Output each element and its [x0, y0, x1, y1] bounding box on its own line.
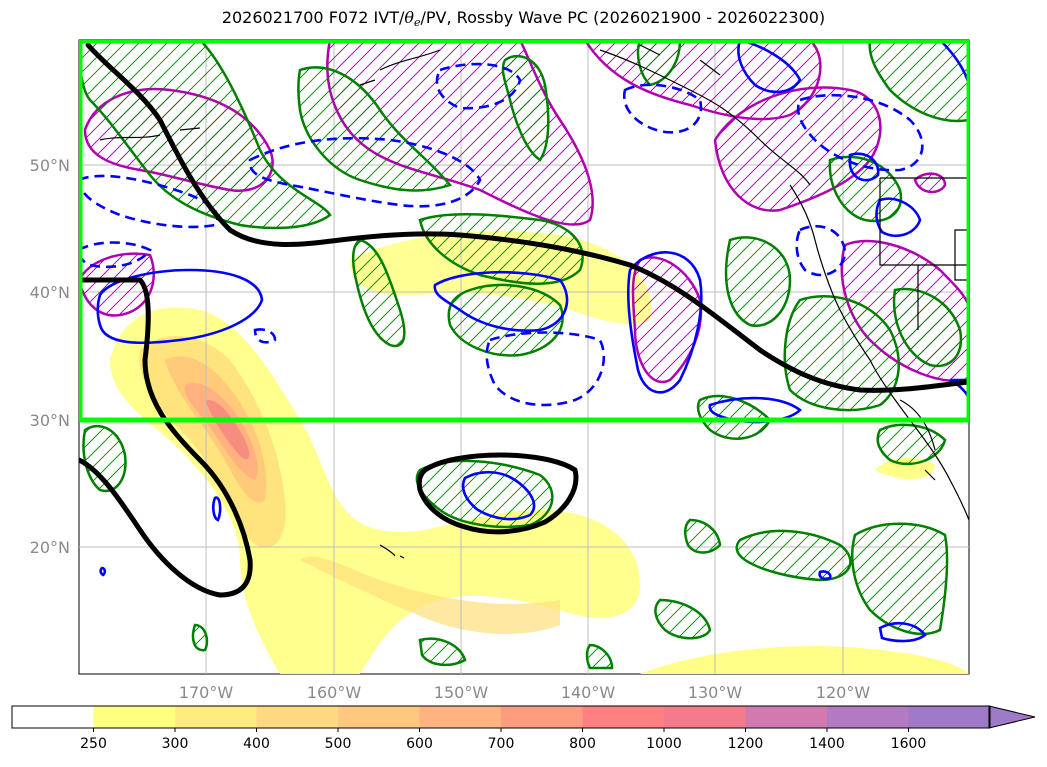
colorbar-segment: [501, 706, 583, 728]
colorbar-tick-label: 500: [325, 736, 352, 752]
ivt-level-5: [205, 399, 250, 460]
colorbar-tick-label: 600: [406, 736, 433, 752]
theta-e-dashed-contours: [79, 62, 924, 407]
colorbar-segment: [745, 706, 828, 728]
colorbar-tick-label: 1400: [809, 736, 845, 752]
colorbar-segment: [827, 706, 909, 728]
colorbar-segment: [175, 706, 257, 728]
lat-label-40n: 40°N: [30, 283, 70, 302]
ivt-colorbar: 250 300 400 500 600 700 800 1000 1200 1400 1600: [11, 705, 1036, 752]
colorbar-tick-label: 300: [162, 736, 189, 752]
colorbar-tick-label: 400: [243, 736, 270, 752]
map-content: [79, 40, 969, 674]
colorbar-segment: [338, 706, 420, 728]
lon-label-120w: 120°W: [816, 683, 871, 702]
pv-contours: [79, 42, 969, 598]
lat-axis-labels: 50°N 40°N 30°N 20°N: [30, 156, 70, 557]
lon-label-140w: 140°W: [561, 683, 616, 702]
colorbar-segment: [12, 706, 94, 728]
colorbar-segment: [582, 706, 665, 728]
colorbar-tick-label: 1000: [646, 736, 682, 752]
colorbar-tick-label: 1600: [891, 736, 927, 752]
colorbar-segment: [908, 706, 991, 728]
ivt-level-4: [184, 383, 258, 480]
colorbar-tick-label: 1200: [728, 736, 764, 752]
colorbar-segment: [93, 706, 176, 728]
lat-label-30n: 30°N: [30, 411, 70, 430]
green-hatched-regions: [79, 40, 969, 670]
colorbar-segment: [664, 706, 746, 728]
colorbar-tick-label: 700: [488, 736, 515, 752]
title-suffix: /PV, Rossby Wave PC (2026021900 - 202602…: [420, 8, 826, 27]
colorbar-tick-label: 800: [569, 736, 596, 752]
lon-axis-labels: 170°W 160°W 150°W 140°W 130°W 120°W: [179, 683, 871, 702]
lon-label-170w: 170°W: [179, 683, 234, 702]
rossby-wave-box: [79, 40, 969, 423]
lon-label-150w: 150°W: [434, 683, 489, 702]
title-prefix: 2026021700 F072 IVT/: [221, 8, 405, 27]
lon-label-130w: 130°W: [688, 683, 743, 702]
map-title: 2026021700 F072 IVT/θe/PV, Rossby Wave P…: [0, 8, 1047, 29]
colorbar-tick-label: 250: [80, 736, 107, 752]
lat-label-20n: 20°N: [30, 538, 70, 557]
lon-label-160w: 160°W: [307, 683, 362, 702]
colorbar-extend-arrow: [988, 705, 1036, 729]
colorbar-segment: [256, 706, 339, 728]
lat-label-50n: 50°N: [30, 156, 70, 175]
ivt-area-south: [640, 646, 969, 674]
ivt-area-lower: [300, 556, 560, 635]
title-theta: θ: [404, 8, 414, 27]
map-panel: [78, 39, 970, 675]
colorbar-segment: [419, 706, 502, 728]
title-subscript: e: [414, 16, 421, 29]
